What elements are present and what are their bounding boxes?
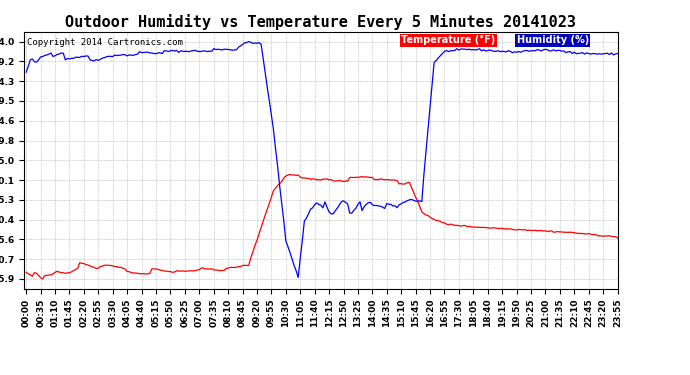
Text: Temperature (°F): Temperature (°F) [401, 35, 495, 45]
Text: Humidity (%): Humidity (%) [517, 35, 589, 45]
Text: Copyright 2014 Cartronics.com: Copyright 2014 Cartronics.com [27, 38, 183, 47]
Title: Outdoor Humidity vs Temperature Every 5 Minutes 20141023: Outdoor Humidity vs Temperature Every 5 … [66, 14, 576, 30]
